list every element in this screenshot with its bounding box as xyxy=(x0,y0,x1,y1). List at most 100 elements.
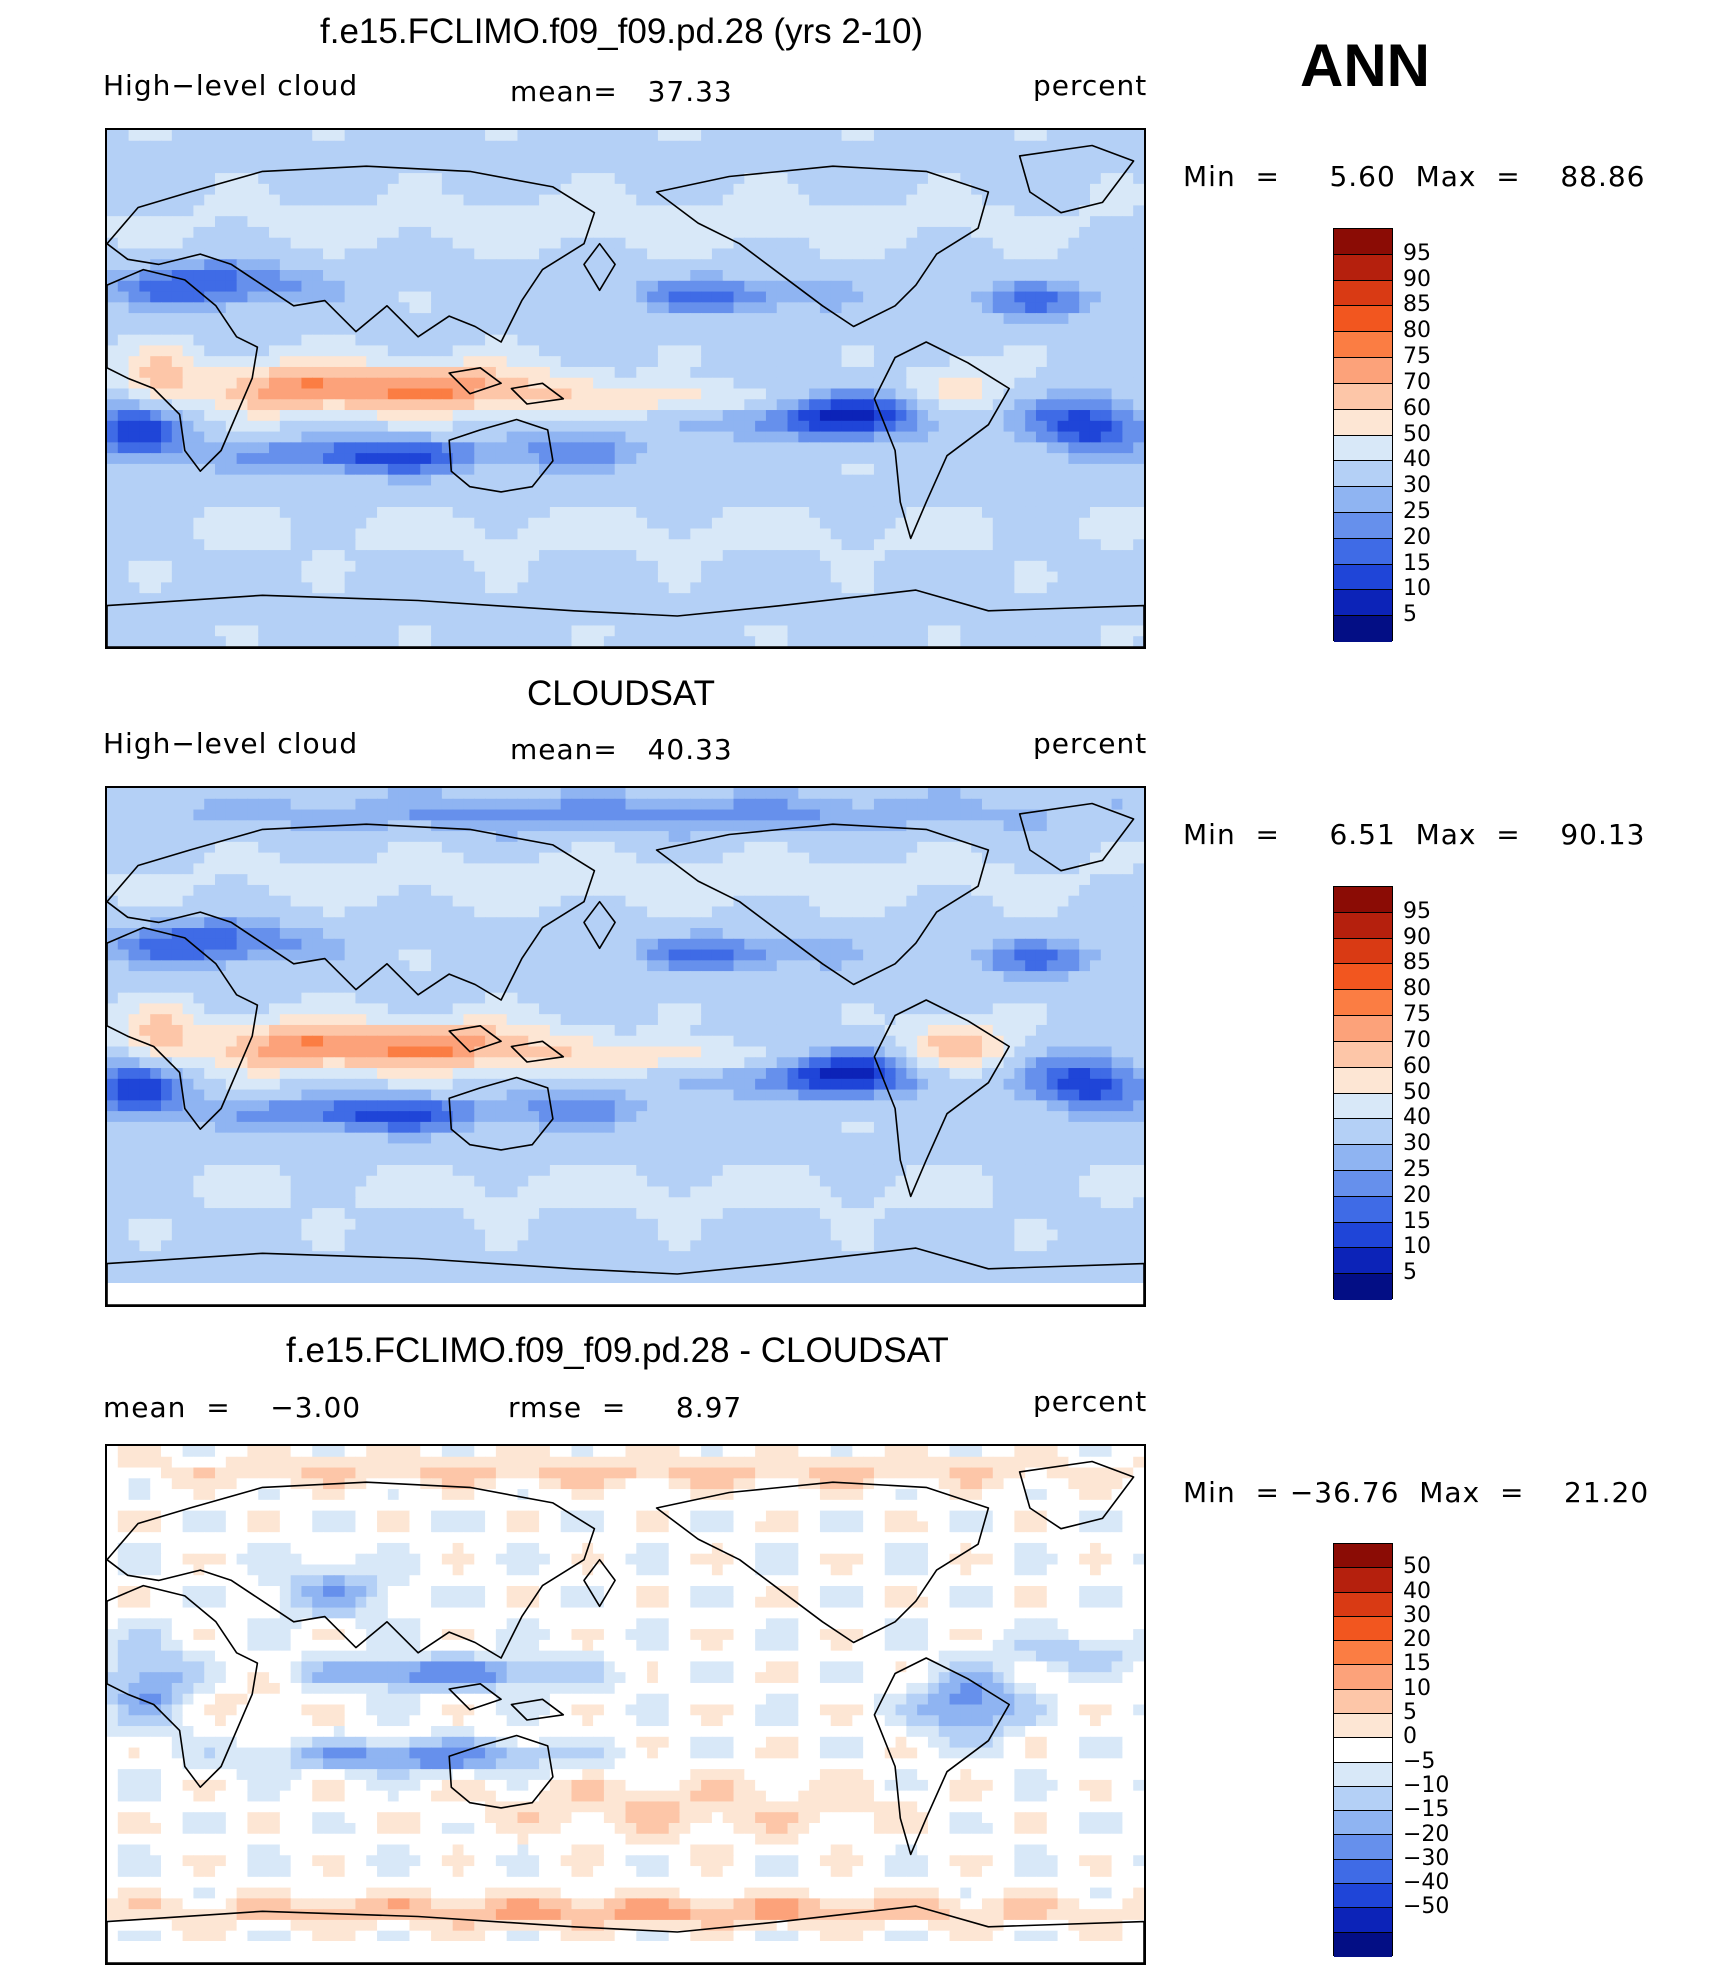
field-cell xyxy=(981,388,994,400)
field-cell xyxy=(1035,593,1048,605)
field-cell xyxy=(873,345,886,357)
field-cell xyxy=(355,366,367,379)
field-cell xyxy=(571,820,583,832)
field-cell xyxy=(636,270,648,282)
field-cell xyxy=(247,270,259,282)
field-cell xyxy=(236,636,249,647)
field-cell xyxy=(441,323,454,336)
field-cell xyxy=(636,226,648,239)
field-cell xyxy=(971,485,983,497)
field-cell xyxy=(1079,431,1091,443)
field-cell xyxy=(182,291,195,303)
field-cell xyxy=(701,431,713,443)
field-cell xyxy=(215,388,227,400)
field-cell xyxy=(452,205,465,217)
field-cell xyxy=(863,798,875,811)
field-cell xyxy=(301,506,313,519)
field-cell xyxy=(895,291,907,303)
field-cell xyxy=(1035,259,1048,271)
field-cell xyxy=(409,130,421,142)
field-cell xyxy=(204,625,216,637)
field-cell xyxy=(301,270,313,282)
field-cell xyxy=(204,399,216,411)
field-cell xyxy=(431,334,443,347)
field-cell xyxy=(625,183,637,196)
field-cell xyxy=(1122,151,1134,163)
field-cell xyxy=(830,625,843,637)
field-cell xyxy=(258,205,270,217)
field-cell xyxy=(765,453,778,465)
field-cell xyxy=(884,442,897,454)
field-cell xyxy=(819,571,832,583)
field-cell xyxy=(992,582,1005,594)
field-cell xyxy=(755,270,767,282)
field-cell xyxy=(398,205,411,217)
field-cell xyxy=(981,798,994,811)
field-cell xyxy=(690,237,702,250)
field-cell xyxy=(1057,474,1069,487)
field-cell xyxy=(215,140,227,153)
field-cell xyxy=(949,485,961,497)
field-cell xyxy=(711,151,724,163)
field-cell xyxy=(960,420,972,433)
field-cell xyxy=(593,205,605,217)
field-cell xyxy=(236,788,249,800)
field-cell xyxy=(560,302,573,314)
field-cell xyxy=(927,313,940,325)
field-cell xyxy=(398,377,411,390)
field-cell xyxy=(549,151,562,163)
field-cell xyxy=(161,334,173,347)
field-cell xyxy=(636,291,648,303)
field-cell xyxy=(830,388,843,400)
field-cell xyxy=(1111,130,1123,142)
field-cell xyxy=(355,151,367,163)
field-cell xyxy=(398,485,411,497)
field-cell xyxy=(420,162,432,174)
field-cell xyxy=(225,453,238,465)
field-cell xyxy=(204,539,216,551)
field-cell xyxy=(1068,614,1080,627)
field-cell xyxy=(1133,151,1144,163)
field-cell xyxy=(701,237,713,250)
field-cell xyxy=(117,151,130,163)
field-cell xyxy=(593,302,605,314)
field-cell xyxy=(247,313,259,325)
field-cell xyxy=(647,463,659,476)
field-cell xyxy=(722,582,735,594)
field-cell xyxy=(387,420,400,433)
field-cell xyxy=(517,356,529,368)
field-cell xyxy=(204,809,216,821)
field-cell xyxy=(1079,399,1091,411)
field-cell xyxy=(215,788,227,800)
field-cell xyxy=(1035,463,1048,476)
field-cell xyxy=(377,173,389,185)
field-cell xyxy=(247,474,259,487)
field-cell xyxy=(1068,506,1080,519)
field-cell xyxy=(1133,313,1144,325)
field-cell xyxy=(809,582,821,594)
field-cell xyxy=(409,463,421,476)
field-cell xyxy=(798,377,810,390)
field-cell xyxy=(1046,582,1059,594)
field-cell xyxy=(841,356,853,368)
field-cell xyxy=(485,216,497,228)
field-cell xyxy=(722,399,735,411)
field-cell xyxy=(485,388,497,400)
field-cell xyxy=(204,582,216,594)
field-cell xyxy=(1079,463,1091,476)
field-cell xyxy=(981,130,994,142)
field-cell xyxy=(517,614,529,627)
field-cell xyxy=(1035,302,1048,314)
field-cell xyxy=(949,205,961,217)
field-cell xyxy=(528,399,540,411)
field-cell xyxy=(819,453,832,465)
field-cell xyxy=(636,496,648,508)
field-cell xyxy=(852,636,864,647)
field-cell xyxy=(787,366,799,379)
field-cell xyxy=(1122,431,1134,443)
field-cell xyxy=(603,205,616,217)
field-cell xyxy=(971,345,983,357)
field-cell xyxy=(636,636,648,647)
field-cell xyxy=(506,377,519,390)
field-cell xyxy=(441,216,454,228)
